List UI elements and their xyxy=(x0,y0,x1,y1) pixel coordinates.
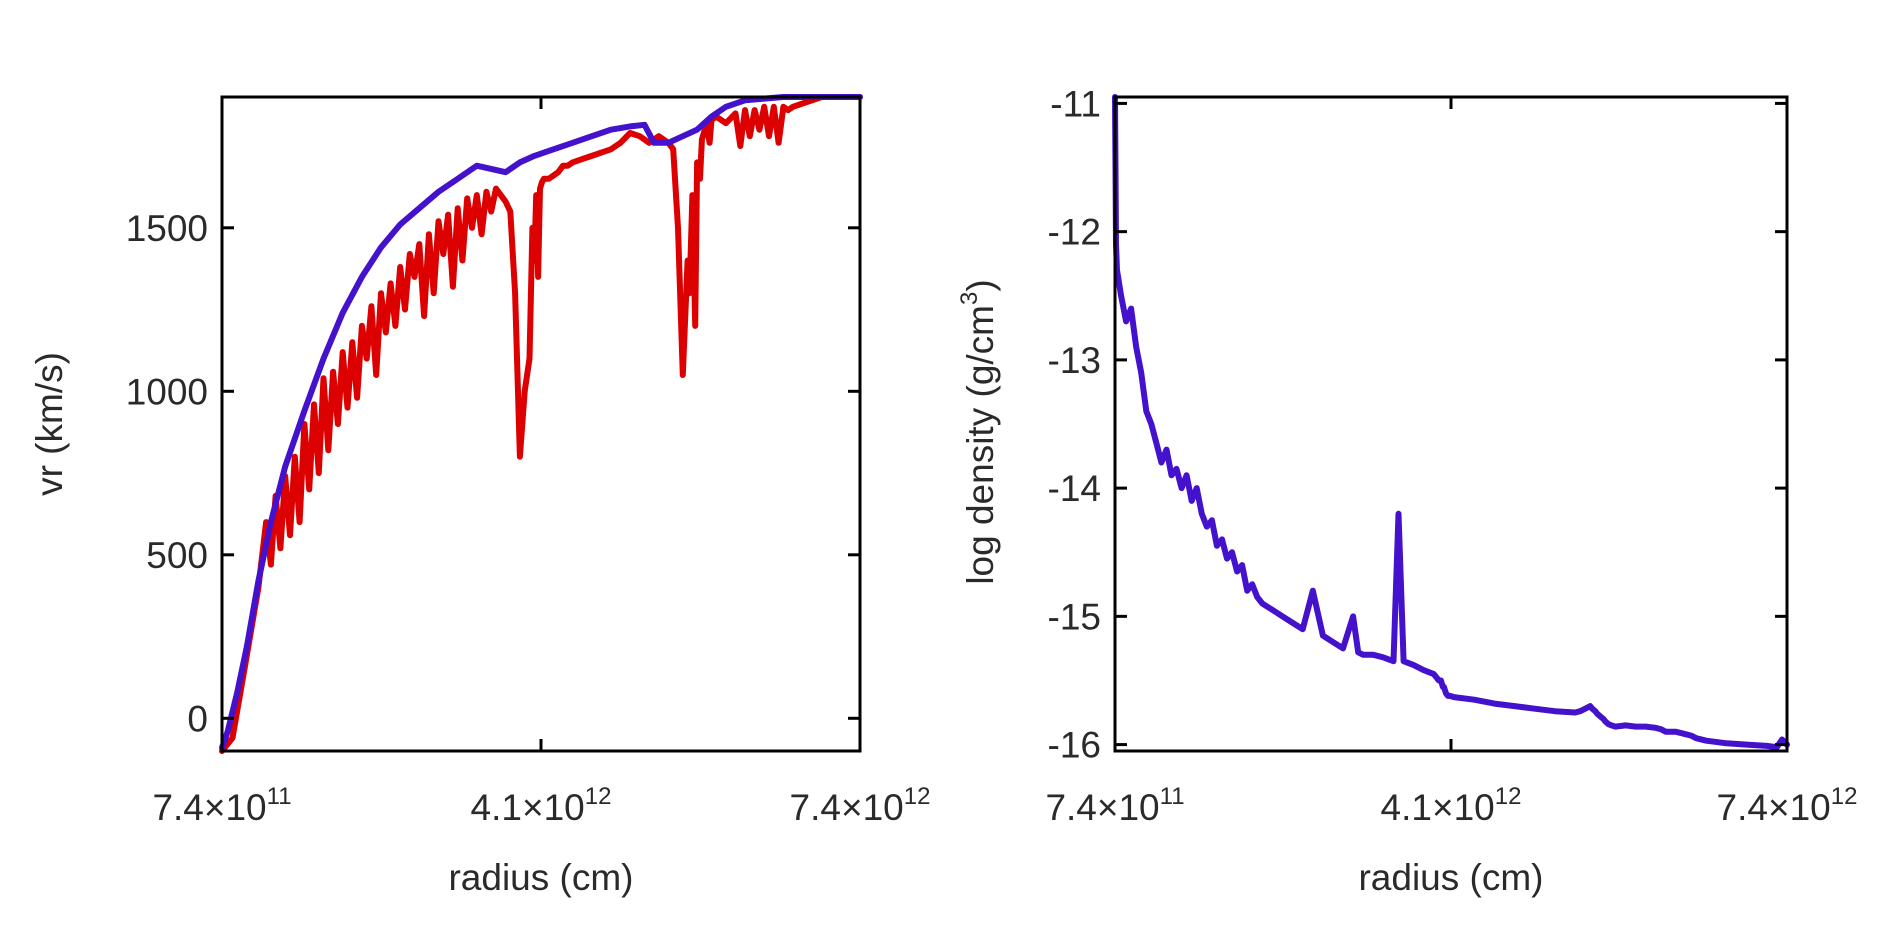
density-y-ticks: -16 -15 -14 -13 -12 -11 xyxy=(1048,83,1787,766)
density-x-ticks: 7.4×1011 4.1×1012 7.4×1012 xyxy=(1045,97,1857,828)
density-plot-frame xyxy=(1113,95,1789,753)
vr-red-line xyxy=(219,94,863,754)
y-tick-label: 1500 xyxy=(126,208,208,249)
x-tick-exponent: 12 xyxy=(1831,783,1858,810)
x-tick-exponent: 11 xyxy=(267,783,292,810)
y-tick-label: -14 xyxy=(1048,468,1101,509)
density-y-label-main: log density (g/cm xyxy=(960,305,1001,585)
y-tick-label: -11 xyxy=(1050,83,1101,124)
x-tick-mantissa: 7.4×10 xyxy=(790,787,904,828)
y-tick-label: -15 xyxy=(1048,596,1101,637)
velocity-x-axis-label: radius (cm) xyxy=(448,857,633,898)
velocity-y-axis-label: vr (km/s) xyxy=(29,352,70,496)
x-tick-mantissa: 4.1×10 xyxy=(471,787,585,828)
x-tick-label: 7.4×1012 xyxy=(1717,783,1858,828)
y-tick-label: -16 xyxy=(1048,725,1101,766)
velocity-y-ticks: 0 500 1000 1500 xyxy=(126,208,860,739)
x-tick-exponent: 12 xyxy=(1495,783,1522,810)
x-tick-mantissa: 4.1×10 xyxy=(1381,787,1495,828)
density-series xyxy=(1112,94,1790,751)
x-tick-mantissa: 7.4×10 xyxy=(1717,787,1831,828)
x-tick-exponent: 11 xyxy=(1160,783,1185,810)
x-tick-label: 7.4×1012 xyxy=(790,783,931,828)
y-tick-label: -13 xyxy=(1048,340,1101,381)
density-y-axis-label: log density (g/cm3) xyxy=(956,279,1001,584)
density-x-axis-label: radius (cm) xyxy=(1358,857,1543,898)
density-y-label-close: ) xyxy=(960,279,1001,291)
density-y-label-sup: 3 xyxy=(956,292,983,305)
y-tick-label: 500 xyxy=(146,535,208,576)
log-density-line xyxy=(1112,94,1790,751)
x-tick-label: 4.1×1012 xyxy=(1381,783,1522,828)
velocity-x-ticks: 7.4×1011 4.1×1012 7.4×1012 xyxy=(152,97,930,828)
y-tick-label: -12 xyxy=(1048,212,1101,253)
x-tick-label: 7.4×1011 xyxy=(152,783,291,828)
density-panel: 7.4×1011 4.1×1012 7.4×1012 -16-15-14-13-12… xyxy=(956,83,1857,898)
velocity-series xyxy=(219,94,863,754)
x-tick-label: 7.4×1011 xyxy=(1045,783,1184,828)
x-tick-exponent: 12 xyxy=(585,783,612,810)
y-tick-label: 0 xyxy=(187,698,208,739)
y-tick-label: 1000 xyxy=(126,371,208,412)
vr-blue-line xyxy=(219,94,863,751)
x-tick-mantissa: 7.4×10 xyxy=(152,787,266,828)
x-tick-mantissa: 7.4×10 xyxy=(1045,787,1159,828)
x-tick-exponent: 12 xyxy=(904,783,931,810)
x-tick-label: 4.1×1012 xyxy=(471,783,612,828)
